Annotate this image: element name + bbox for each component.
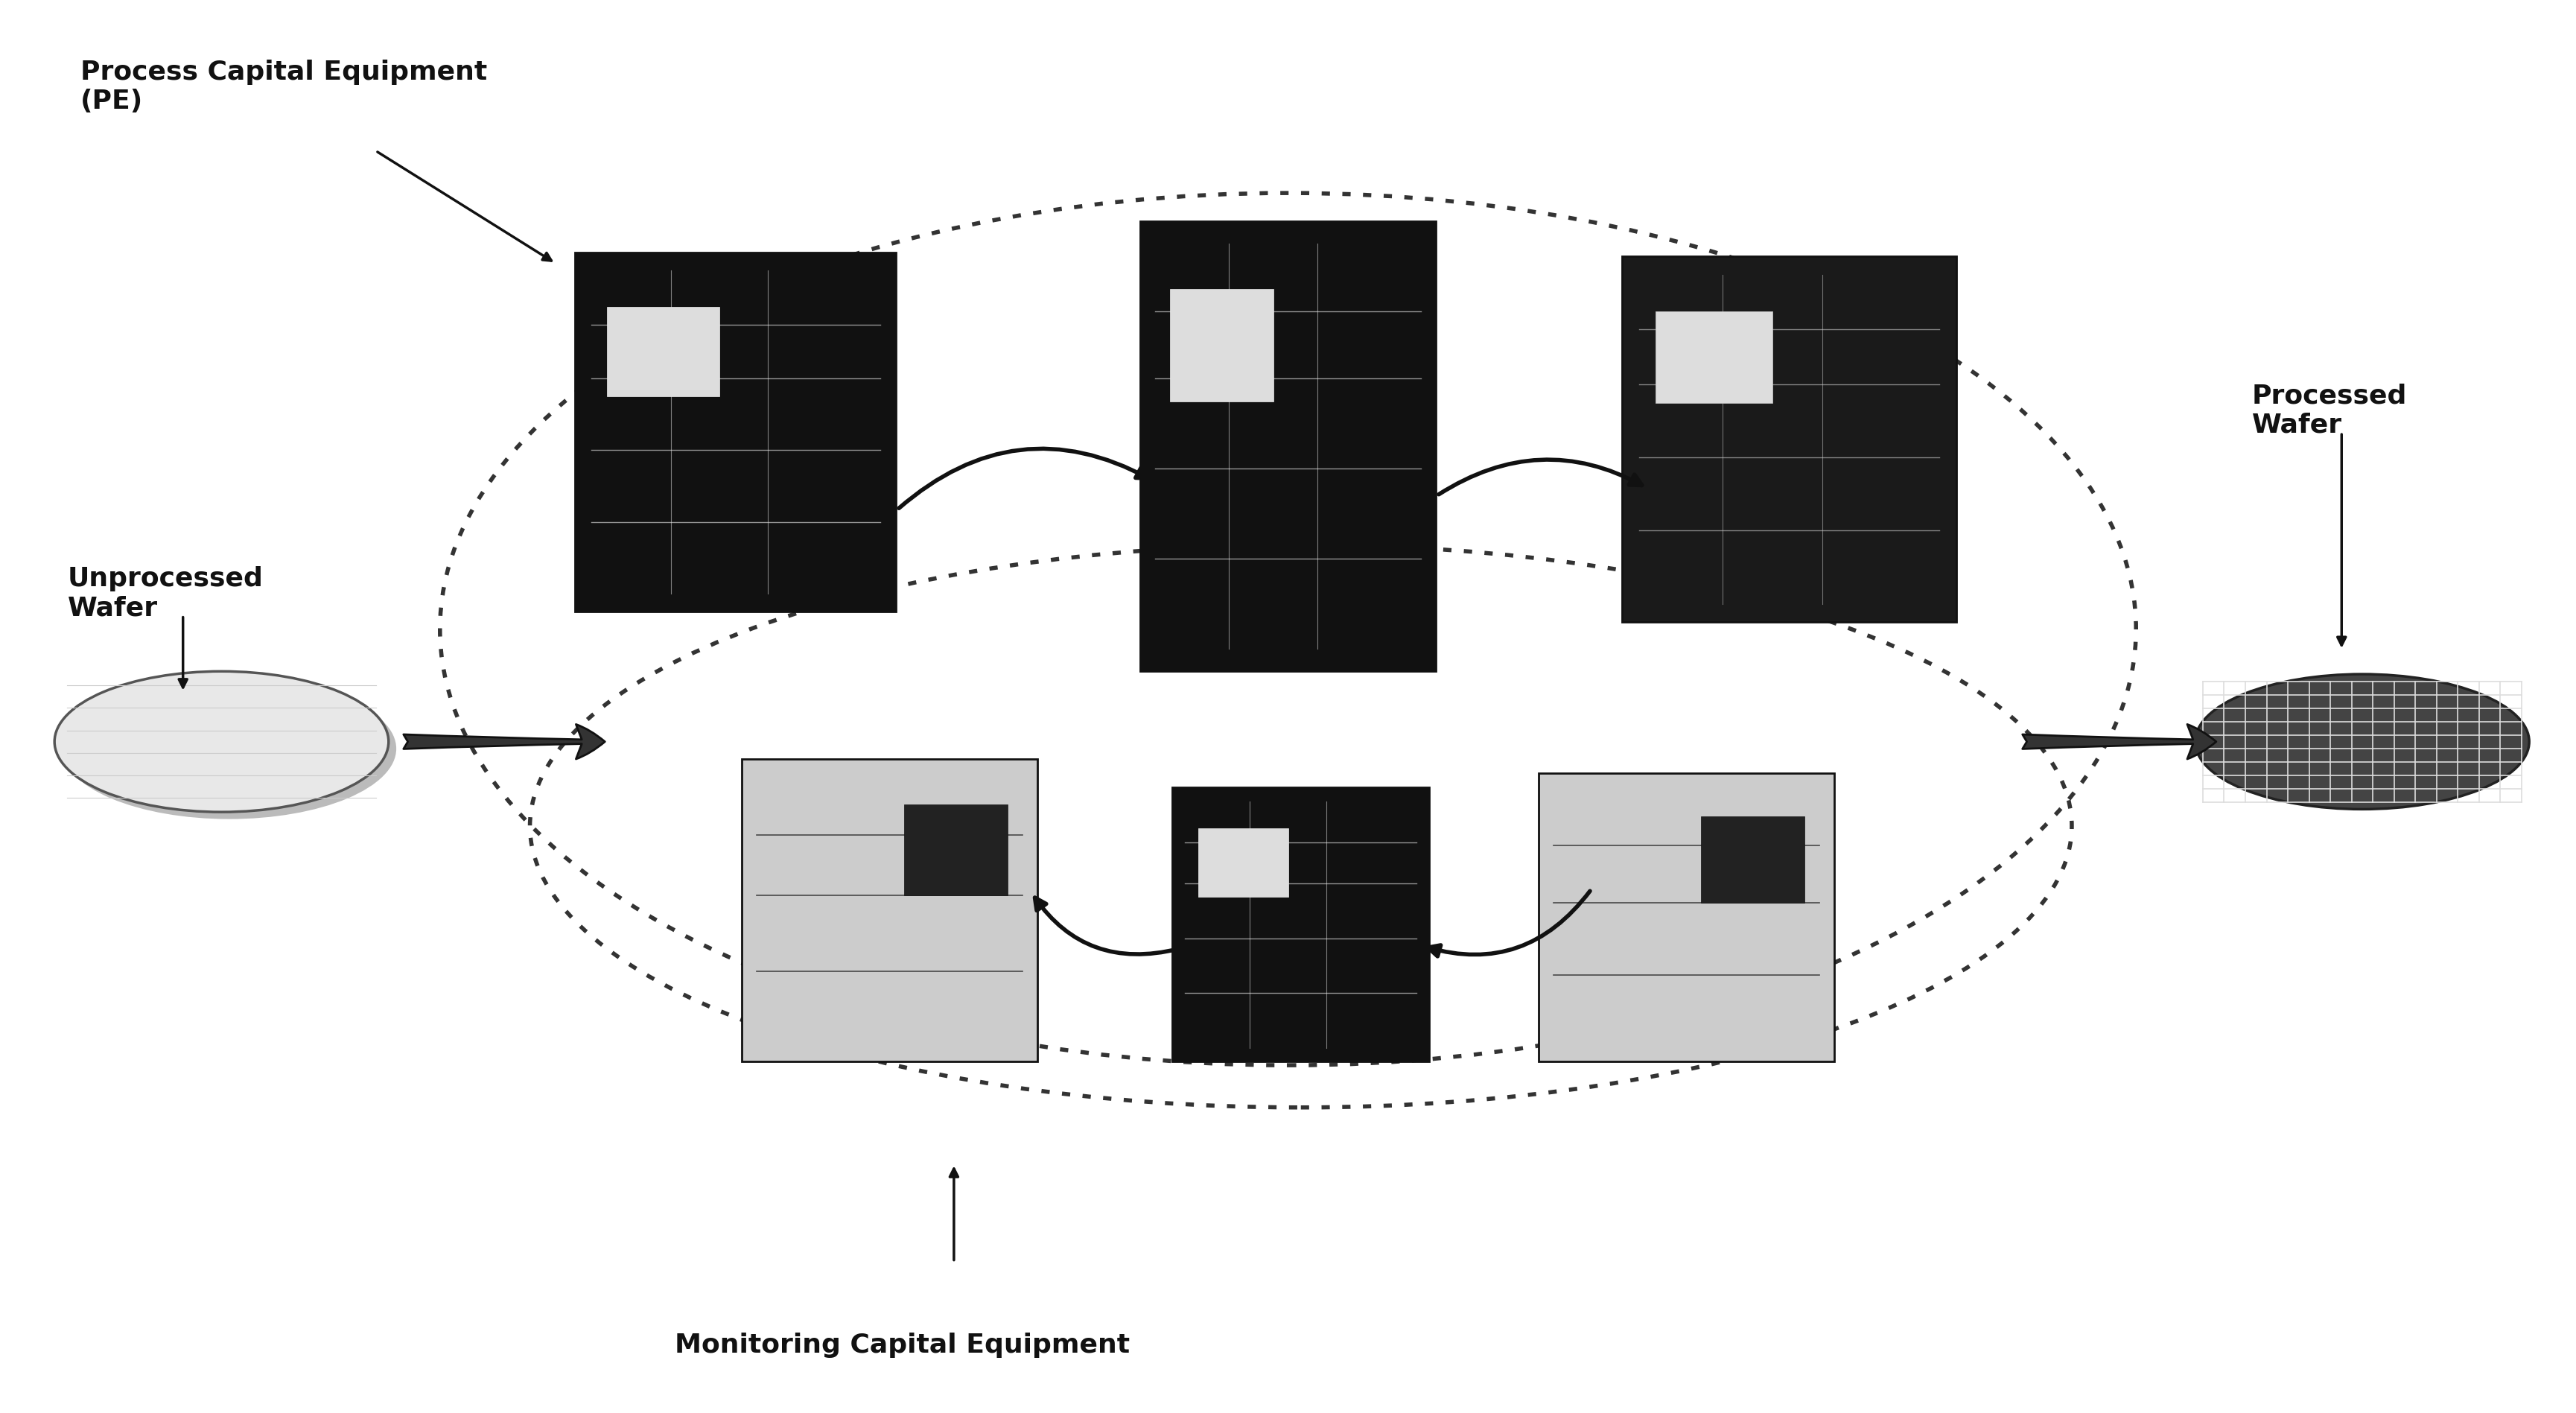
Bar <box>1656 311 1772 403</box>
Ellipse shape <box>62 678 397 820</box>
Ellipse shape <box>54 671 389 812</box>
Bar <box>742 759 1038 1061</box>
Text: Processed
Wafer: Processed Wafer <box>2251 383 2406 438</box>
Bar <box>1198 828 1288 897</box>
Bar <box>904 804 1007 896</box>
Bar <box>1623 256 1955 622</box>
Bar <box>1538 773 1834 1061</box>
Text: Process Capital Equipment
(PE): Process Capital Equipment (PE) <box>80 59 487 114</box>
Ellipse shape <box>2195 674 2530 810</box>
Bar <box>1170 288 1273 401</box>
Bar <box>608 307 719 396</box>
Bar <box>574 253 896 612</box>
Text: Unprocessed
Wafer: Unprocessed Wafer <box>67 565 263 620</box>
Text: Monitoring Capital Equipment: Monitoring Capital Equipment <box>675 1332 1131 1358</box>
Bar <box>1141 222 1435 671</box>
Bar <box>1700 817 1806 903</box>
Bar <box>1172 787 1430 1061</box>
